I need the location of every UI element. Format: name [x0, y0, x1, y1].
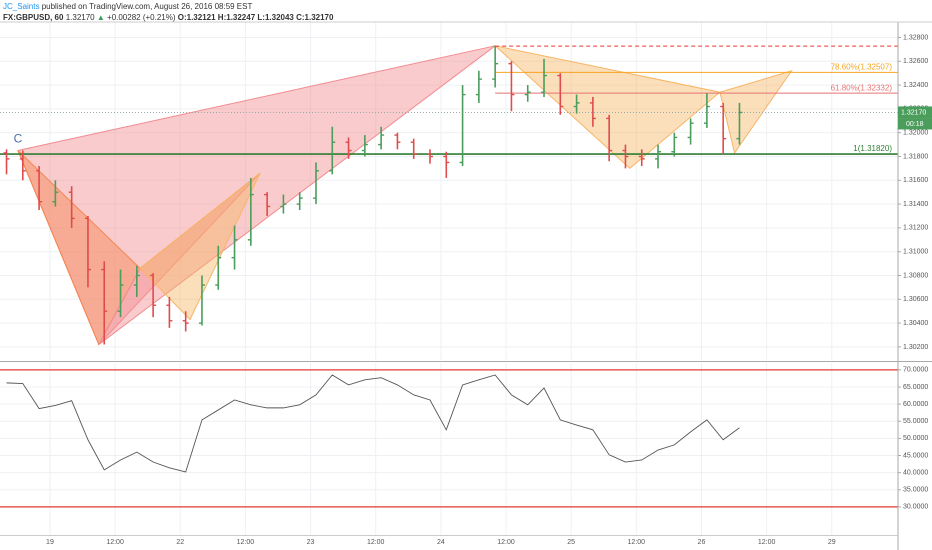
x-tick-label: 12:00 [237, 539, 255, 546]
y-tick-label: 1.30600 [903, 296, 928, 303]
last: 1.32170 [66, 13, 95, 22]
last-price-label: 1.32170 [901, 109, 926, 116]
y2-tick-label: 35.0000 [903, 487, 928, 494]
x-tick-label: 24 [437, 539, 445, 546]
x-tick-label: 29 [828, 539, 836, 546]
y-tick-label: 1.31600 [903, 177, 928, 184]
x-tick-label: 12:00 [497, 539, 515, 546]
open: O:1.32121 [178, 13, 216, 22]
published: published on TradingView.com, August 26,… [42, 2, 253, 11]
y-tick-label: 1.32000 [903, 130, 928, 137]
header-line: JC_Saints published on TradingView.com, … [3, 2, 252, 11]
x-tick-label: 12:00 [628, 539, 646, 546]
y-tick-label: 1.32400 [903, 82, 928, 89]
y-tick-label: 1.30800 [903, 272, 928, 279]
y2-tick-label: 70.0000 [903, 367, 928, 374]
y2-tick-label: 30.0000 [903, 504, 928, 511]
author[interactable]: JC_Saints [3, 2, 39, 11]
y2-tick-label: 40.0000 [903, 469, 928, 476]
countdown-label: 00:18 [906, 121, 924, 128]
x-tick-label: 26 [698, 539, 706, 546]
y2-tick-label: 65.0000 [903, 384, 928, 391]
pattern-label: C [14, 132, 23, 146]
y2-tick-label: 60.0000 [903, 401, 928, 408]
symbol: FX:GBPUSD, 60 [3, 13, 64, 22]
symbol-line: FX:GBPUSD, 60 1.32170 ▲ +0.00282 (+0.21%… [3, 13, 334, 22]
y-tick-label: 1.31400 [903, 201, 928, 208]
change: +0.00282 (+0.21%) [107, 13, 176, 22]
level-label: 61.80%(1.32332) [831, 83, 893, 92]
y-tick-label: 1.32800 [903, 34, 928, 41]
x-tick-label: 12:00 [758, 539, 776, 546]
y-tick-label: 1.30200 [903, 344, 928, 351]
x-tick-label: 12:00 [106, 539, 124, 546]
y2-tick-label: 55.0000 [903, 418, 928, 425]
y-tick-label: 1.30400 [903, 320, 928, 327]
arrow: ▲ [97, 13, 105, 22]
level-label: 1(1.31820) [853, 144, 892, 153]
x-tick-label: 19 [46, 539, 54, 546]
x-tick-label: 12:00 [367, 539, 385, 546]
x-tick-label: 22 [176, 539, 184, 546]
y-tick-label: 1.32600 [903, 58, 928, 65]
countdown-tag [898, 118, 932, 130]
y-tick-label: 1.31000 [903, 249, 928, 256]
y2-tick-label: 50.0000 [903, 435, 928, 442]
y-tick-label: 1.31800 [903, 153, 928, 160]
last-price-tag [898, 106, 932, 119]
y-tick-label: 1.31200 [903, 225, 928, 232]
low: L:1.32043 [257, 13, 294, 22]
y2-tick-label: 45.0000 [903, 452, 928, 459]
level-label: 78.60%(1.32507) [831, 62, 893, 71]
indicator-line [6, 374, 740, 473]
high: H:1.32247 [218, 13, 256, 22]
harmonic-pattern [719, 69, 793, 155]
close: C:1.32170 [296, 13, 334, 22]
x-tick-label: 23 [307, 539, 315, 546]
x-tick-label: 25 [567, 539, 575, 546]
harmonic-pattern [139, 172, 261, 321]
marks: C 78.60%(1.32507) 61.80%(1.32332) 1(1.31820… [0, 44, 898, 508]
